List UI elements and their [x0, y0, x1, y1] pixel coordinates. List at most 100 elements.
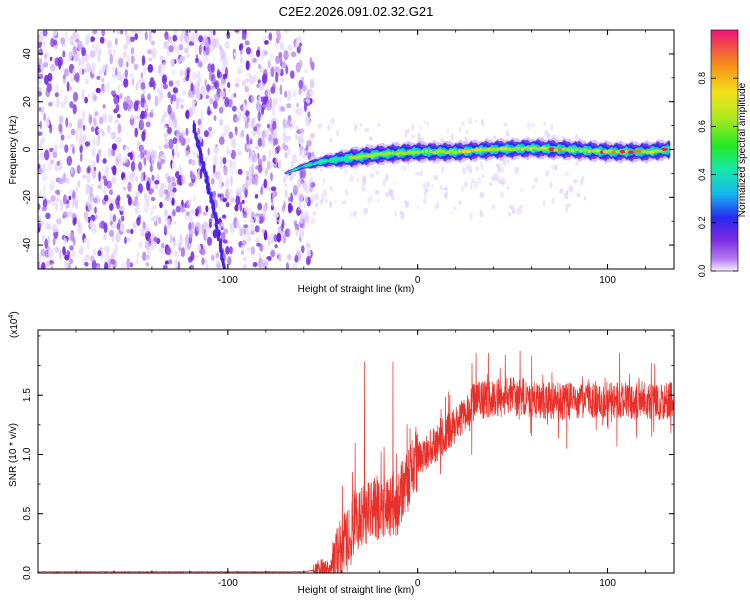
noise-speck	[317, 124, 323, 130]
colorbar-tick-label: 0.2	[697, 217, 707, 230]
noise-speck	[213, 165, 216, 174]
noise-speck	[41, 262, 46, 269]
ridge-core-mark	[407, 150, 413, 154]
noise-speck	[256, 242, 262, 247]
noise-speck	[38, 68, 42, 73]
noise-speck	[222, 239, 228, 244]
noise-speck	[464, 136, 467, 140]
noise-speck	[402, 165, 408, 171]
noise-speck	[286, 196, 291, 202]
noise-speck	[230, 195, 234, 204]
noise-speck	[275, 55, 281, 64]
noise-speck	[203, 259, 208, 264]
noise-speck	[91, 161, 96, 169]
noise-speck	[576, 160, 579, 166]
noise-speck	[415, 171, 421, 176]
noise-speck	[130, 30, 135, 33]
noise-speck	[242, 183, 246, 194]
noise-speck	[178, 167, 182, 176]
noise-speck	[305, 185, 309, 194]
noise-speck	[126, 258, 131, 269]
noise-speck	[72, 31, 76, 39]
noise-speck	[244, 40, 250, 46]
noise-speck	[301, 218, 306, 230]
ridge-core-mark	[465, 149, 472, 154]
noise-speck	[281, 205, 285, 213]
noise-speck	[514, 166, 520, 174]
noise-speck	[214, 80, 220, 90]
noise-speck	[123, 186, 127, 191]
noise-speck	[270, 249, 276, 258]
noise-speck	[98, 69, 102, 75]
noise-speck	[309, 78, 315, 89]
noise-speck	[64, 254, 70, 261]
noise-speck	[200, 248, 206, 256]
ridge-core-mark	[512, 148, 517, 152]
noise-speck	[283, 176, 286, 184]
ridge-core-mark	[566, 148, 571, 152]
noise-speck	[241, 34, 247, 40]
noise-speck	[492, 135, 496, 141]
noise-speck	[353, 210, 357, 218]
noise-speck	[568, 185, 574, 193]
noise-speck	[290, 70, 295, 79]
noise-speck	[160, 159, 165, 165]
noise-speck	[55, 202, 59, 212]
noise-speck	[501, 177, 504, 185]
noise-speck	[120, 77, 125, 88]
ridge-core-mark	[357, 155, 362, 159]
noise-speck	[263, 36, 266, 42]
noise-speck	[86, 173, 91, 184]
noise-speck	[375, 170, 380, 175]
noise-speck	[179, 69, 184, 77]
noise-speck	[325, 198, 328, 204]
noise-speck	[245, 179, 248, 190]
noise-speck	[297, 204, 302, 211]
noise-speck	[168, 117, 173, 128]
noise-speck	[46, 199, 52, 204]
noise-speck	[273, 97, 278, 106]
noise-speck	[127, 196, 132, 206]
noise-speck	[117, 113, 121, 119]
noise-speck	[145, 121, 151, 128]
ridge-core-mark	[361, 154, 366, 158]
noise-speck	[82, 174, 87, 179]
ridge-core-mark	[657, 149, 664, 153]
noise-speck	[249, 218, 254, 224]
noise-speck	[202, 211, 207, 216]
noise-speck	[469, 169, 473, 174]
ridge-core-mark	[637, 149, 642, 153]
noise-speck	[47, 236, 51, 245]
noise-speck	[66, 155, 73, 166]
noise-speck	[227, 256, 232, 266]
noise-speck	[237, 223, 241, 232]
ridge-core-mark	[403, 152, 408, 156]
noise-speck	[135, 175, 138, 183]
noise-speck	[81, 88, 85, 100]
noise-speck	[69, 35, 74, 46]
noise-speck	[300, 182, 305, 188]
noise-speck	[275, 157, 279, 164]
noise-speck	[361, 182, 364, 191]
noise-speck	[294, 254, 299, 263]
noise-speck	[309, 56, 313, 67]
noise-speck	[276, 232, 282, 243]
noise-speck	[59, 249, 62, 260]
noise-speck	[288, 197, 291, 202]
noise-speck	[42, 195, 46, 201]
noise-speck	[201, 223, 205, 235]
noise-speck	[284, 135, 288, 140]
noise-speck	[175, 80, 180, 86]
ridge-core-mark	[398, 151, 405, 155]
noise-speck	[450, 133, 454, 142]
noise-speck	[152, 215, 157, 223]
noise-speck	[180, 174, 186, 184]
noise-speck	[162, 124, 168, 130]
noise-speck	[98, 171, 101, 182]
colorbar-tick-label: 0.8	[697, 72, 707, 85]
noise-speck	[59, 115, 64, 124]
noise-speck	[110, 90, 116, 96]
noise-speck	[164, 31, 169, 37]
noise-speck	[243, 224, 248, 229]
noise-speck	[111, 176, 117, 184]
